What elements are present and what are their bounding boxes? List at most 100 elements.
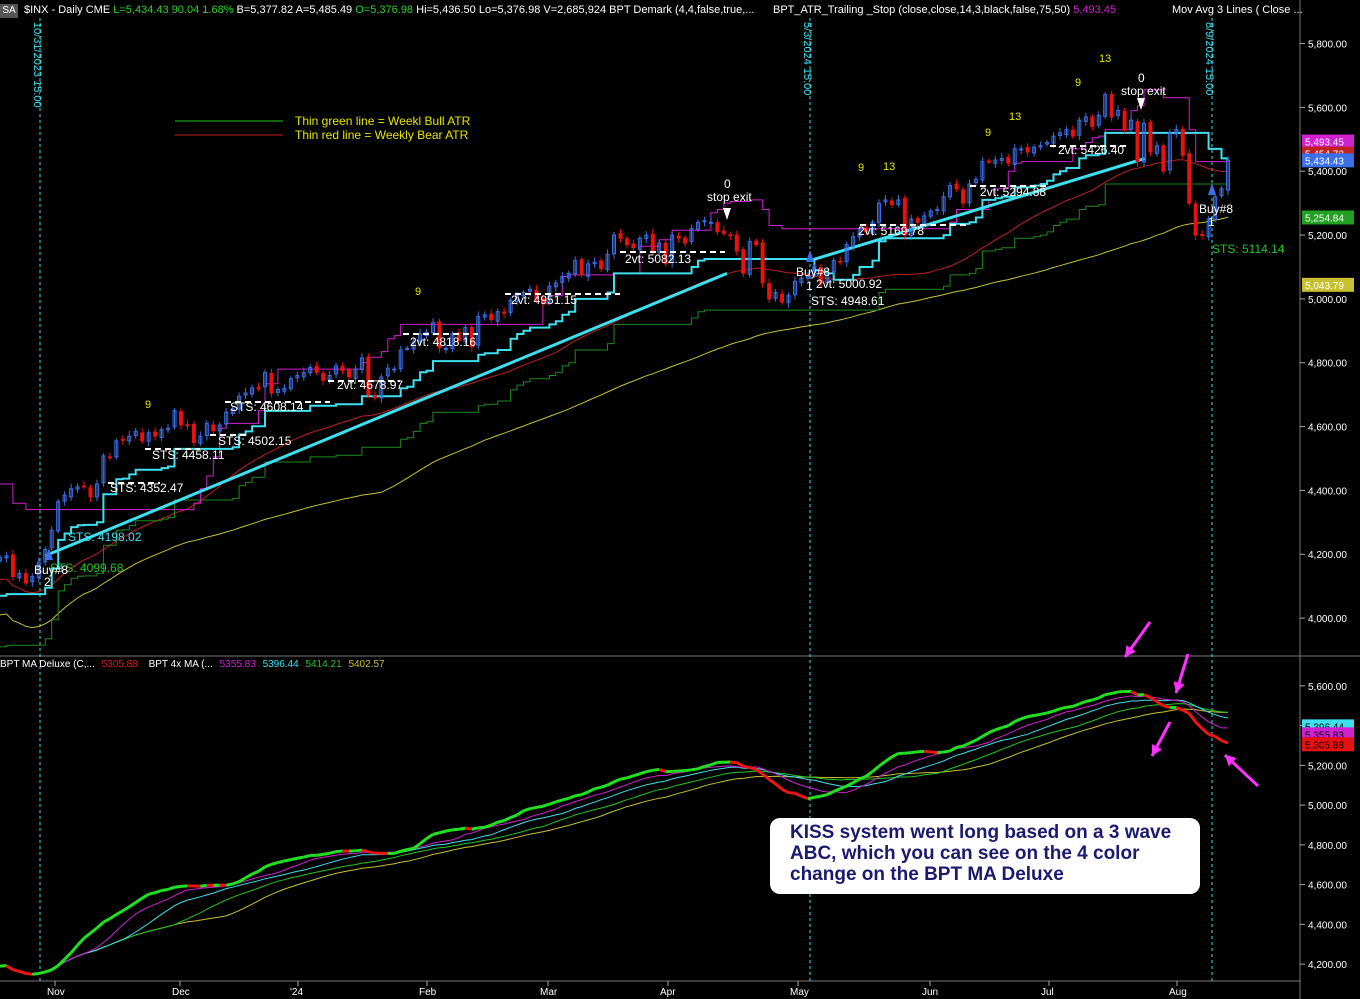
candle-body — [599, 260, 604, 270]
candle-body — [560, 276, 565, 283]
candle-body — [230, 408, 235, 414]
callout-arrowhead — [1225, 755, 1237, 767]
ma-deluxe-segment — [238, 876, 247, 883]
candle-body — [773, 292, 778, 299]
ma-deluxe-segment — [1201, 727, 1210, 736]
annotation-label: 2vt: 5000.92 — [816, 277, 882, 291]
ma-deluxe-segment — [749, 766, 757, 771]
ma-deluxe-segment — [684, 768, 692, 773]
ma-deluxe-segment — [1085, 698, 1093, 703]
ma-deluxe-segment — [949, 746, 958, 753]
ma-deluxe-segment — [761, 773, 771, 781]
candle-body — [204, 422, 209, 437]
ma-deluxe-segment — [277, 859, 285, 865]
ma-deluxe-segment — [962, 741, 971, 748]
candle-body — [799, 277, 804, 284]
ma-deluxe-segment — [600, 783, 609, 789]
ma-deluxe-segment — [1111, 690, 1119, 695]
ma-deluxe-segment — [542, 802, 550, 808]
candle-body — [0, 556, 2, 562]
candle-body — [624, 238, 629, 246]
ma-deluxe-segment — [50, 964, 59, 972]
candle-body — [831, 260, 836, 273]
annotation-label: STS: 4502.15 — [218, 434, 292, 448]
candle-body — [1154, 145, 1159, 154]
candle-body — [153, 431, 158, 437]
ask-price: A=5,485.49 — [295, 4, 353, 16]
candle-body — [553, 282, 558, 288]
candle-body — [366, 356, 371, 396]
ma-deluxe-segment — [83, 931, 92, 940]
symbol-tab[interactable]: SA — [0, 4, 18, 18]
ma-tick-label: 4,200.00 — [1308, 960, 1347, 971]
candle-body — [631, 243, 636, 249]
ma-deluxe-segment — [826, 790, 835, 797]
symbol-label: $INX - Daily CME — [24, 4, 111, 16]
candle-body — [1213, 196, 1218, 220]
ma-deluxe-segment — [1214, 735, 1223, 742]
ma-line-green — [0, 703, 1229, 975]
candle-body — [1141, 122, 1146, 163]
ma-deluxe-segment — [1020, 715, 1029, 721]
candle-body — [469, 326, 474, 348]
candle-body — [30, 576, 35, 583]
ma-tag — [1302, 737, 1354, 752]
ma-deluxe-segment — [361, 848, 369, 854]
candle-body — [618, 232, 623, 239]
price-tag-label: 5,493.45 — [1305, 138, 1344, 149]
ma-deluxe-segment — [846, 781, 854, 788]
ma-deluxe-segment — [704, 763, 712, 768]
ma-deluxe-segment — [303, 853, 311, 859]
candle-body — [224, 411, 229, 425]
candle-body — [915, 217, 920, 223]
price-tag-label: 5,043.79 — [1305, 281, 1344, 292]
price-tick-label: 4,400.00 — [1308, 486, 1347, 497]
ma-deluxe-segment — [89, 926, 98, 935]
demark-count: 9 — [415, 286, 421, 298]
ma-deluxe-segment — [12, 968, 20, 973]
ma-deluxe-segment — [161, 888, 169, 892]
ma-deluxe-segment — [1066, 704, 1074, 709]
time-tick-label: Dec — [172, 987, 190, 998]
ma-deluxe-segment — [523, 807, 531, 813]
ma-deluxe-segment — [774, 782, 783, 791]
candle-body — [1187, 153, 1192, 204]
annotation-label: 2vt: 4951.15 — [511, 293, 577, 307]
candle-body — [747, 240, 752, 275]
ma-line-magenta — [0, 695, 1228, 975]
ma-line-olive — [0, 708, 1228, 975]
ma-deluxe-segment — [368, 850, 376, 855]
candle-body — [928, 210, 933, 217]
demark-count: 13 — [1009, 111, 1021, 123]
candle-body — [605, 253, 610, 271]
candle-body — [650, 233, 655, 252]
atr-study-label: BPT_ATR_Trailing _Stop (close,close,14,3… — [773, 4, 1071, 16]
candle-body — [876, 202, 881, 223]
candle-body — [62, 494, 67, 502]
ma-deluxe-segment — [911, 750, 918, 755]
price-tag — [1302, 277, 1354, 292]
candle-body — [353, 368, 358, 380]
candle-body — [1025, 147, 1030, 153]
ma-line-cyan — [0, 699, 1229, 975]
ma-deluxe-segment — [174, 884, 182, 889]
annotation-label: 1 — [806, 279, 813, 293]
candle-body — [489, 313, 494, 321]
candle-body — [308, 367, 313, 374]
candle-body — [314, 365, 319, 373]
price-tick-label: 4,200.00 — [1308, 550, 1347, 561]
candle-body — [10, 554, 15, 578]
ma-deluxe-segment — [503, 816, 512, 822]
candle-body — [301, 372, 306, 378]
candle-body — [1064, 129, 1069, 136]
candle-body — [579, 259, 584, 276]
ma-deluxe-segment — [297, 855, 305, 860]
ma-deluxe-segment — [148, 891, 156, 896]
candle-body — [1180, 128, 1185, 156]
ma-deluxe-segment — [639, 770, 647, 776]
ma-deluxe-segment — [736, 761, 744, 768]
candle-body — [818, 267, 823, 284]
price-tick-label: 5,800.00 — [1308, 40, 1347, 51]
